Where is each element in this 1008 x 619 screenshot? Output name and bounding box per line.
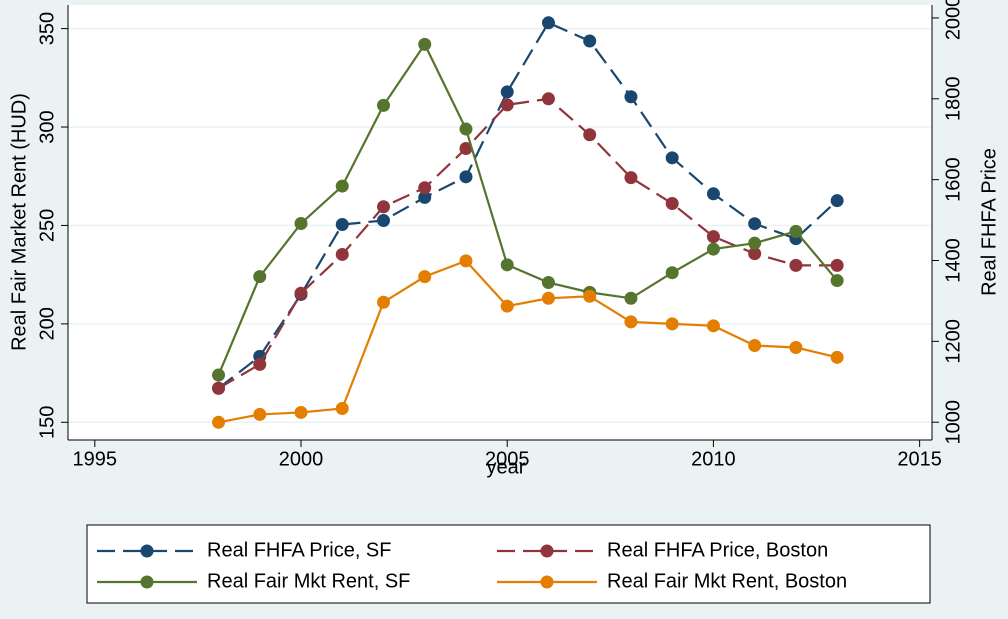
x-tick-label: 2015 bbox=[897, 448, 942, 470]
point bbox=[376, 213, 390, 227]
y-tick-label: 200 bbox=[36, 307, 58, 340]
y2-tick-label: 1000 bbox=[942, 400, 964, 445]
point bbox=[748, 339, 762, 353]
legend-marker bbox=[540, 575, 554, 589]
point bbox=[376, 200, 390, 214]
point bbox=[830, 258, 844, 272]
y-tick-label: 350 bbox=[36, 12, 58, 45]
point bbox=[459, 254, 473, 268]
legend-label: Real FHFA Price, Boston bbox=[607, 539, 828, 561]
point bbox=[624, 90, 638, 104]
point bbox=[253, 357, 267, 371]
point bbox=[665, 151, 679, 165]
point bbox=[830, 350, 844, 364]
point bbox=[789, 224, 803, 238]
point bbox=[212, 368, 226, 382]
y-tick-label: 300 bbox=[36, 110, 58, 143]
point bbox=[294, 405, 308, 419]
legend-label: Real FHFA Price, SF bbox=[207, 539, 392, 561]
point bbox=[665, 317, 679, 331]
point bbox=[418, 190, 432, 204]
x-tick-label: 2010 bbox=[691, 448, 736, 470]
legend-marker bbox=[140, 575, 154, 589]
point bbox=[541, 276, 555, 290]
point bbox=[376, 98, 390, 112]
point bbox=[789, 340, 803, 354]
point bbox=[748, 217, 762, 231]
point bbox=[253, 270, 267, 284]
y2-tick-label: 1200 bbox=[942, 319, 964, 364]
point bbox=[830, 274, 844, 288]
point bbox=[583, 128, 597, 142]
y2-tick-label: 2000 bbox=[942, 0, 964, 40]
point bbox=[706, 319, 720, 333]
y-axis-title: Real Fair Market Rent (HUD) bbox=[8, 93, 30, 351]
point bbox=[335, 218, 349, 232]
point bbox=[624, 315, 638, 329]
point bbox=[500, 98, 514, 112]
y-tick-label: 250 bbox=[36, 209, 58, 242]
point bbox=[706, 230, 720, 244]
point bbox=[541, 92, 555, 106]
point bbox=[500, 299, 514, 313]
point bbox=[706, 242, 720, 256]
y2-tick-label: 1400 bbox=[942, 238, 964, 283]
point bbox=[335, 247, 349, 261]
series-line bbox=[217, 42, 838, 376]
y2-axis-title: Real FHFA Price bbox=[978, 148, 1000, 296]
point bbox=[418, 37, 432, 51]
point bbox=[624, 171, 638, 185]
y2-tick-label: 1600 bbox=[942, 157, 964, 202]
legend bbox=[86, 524, 931, 604]
legend-label: Real Fair Mkt Rent, SF bbox=[207, 570, 410, 592]
point bbox=[706, 187, 720, 201]
point bbox=[376, 295, 390, 309]
point bbox=[583, 34, 597, 48]
point bbox=[253, 407, 267, 421]
point bbox=[418, 270, 432, 284]
point bbox=[459, 142, 473, 156]
point bbox=[624, 291, 638, 305]
point bbox=[459, 122, 473, 136]
point bbox=[212, 415, 226, 429]
point bbox=[459, 170, 473, 184]
point bbox=[748, 236, 762, 250]
point bbox=[335, 402, 349, 416]
x-tick-label: 2000 bbox=[279, 448, 324, 470]
series-line bbox=[217, 21, 838, 390]
point bbox=[665, 196, 679, 210]
point bbox=[500, 85, 514, 99]
x-tick-label: 1995 bbox=[73, 448, 118, 470]
point bbox=[212, 381, 226, 395]
x-axis-title: year bbox=[487, 456, 526, 478]
point bbox=[665, 266, 679, 280]
series-line bbox=[218, 259, 838, 424]
point bbox=[500, 258, 514, 272]
y-tick-label: 150 bbox=[36, 406, 58, 439]
plot-area bbox=[68, 5, 932, 440]
y2-tick-label: 1800 bbox=[942, 77, 964, 122]
point bbox=[830, 194, 844, 208]
legend-marker bbox=[140, 544, 154, 558]
point bbox=[418, 181, 432, 195]
point bbox=[748, 247, 762, 261]
point bbox=[789, 258, 803, 272]
point bbox=[294, 216, 308, 230]
point bbox=[541, 291, 555, 305]
point bbox=[541, 16, 555, 30]
legend-marker bbox=[540, 544, 554, 558]
legend-label: Real Fair Mkt Rent, Boston bbox=[607, 570, 847, 592]
x-tick-label: 2005 bbox=[485, 448, 530, 470]
point bbox=[335, 179, 349, 193]
point bbox=[583, 289, 597, 303]
point bbox=[294, 286, 308, 300]
